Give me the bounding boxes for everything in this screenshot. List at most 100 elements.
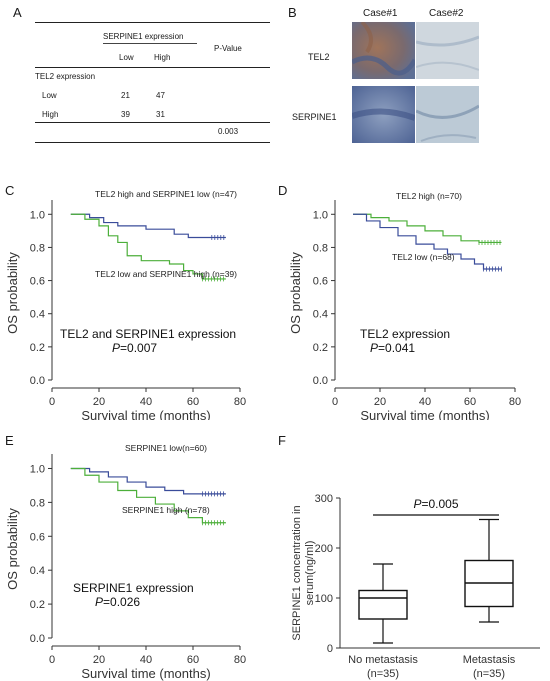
y-tick-label: 0.8 [313, 242, 328, 254]
table-rule-top [35, 22, 270, 23]
table-col-pvalue: P-Value [214, 44, 242, 53]
chart-c: 0.0 0.2 0.4 0.6 0.8 1.0 0 20 40 60 80 Survival time… [5, 189, 246, 420]
x-tick-label: 0 [49, 654, 55, 666]
x-tick-label: 40 [419, 396, 431, 408]
y-axis-title: OS probability [288, 252, 303, 334]
survival-curve-0 [70, 467, 226, 495]
x-tick-label: 0 [49, 396, 55, 408]
group-n: (n=35) [367, 668, 399, 680]
table-row-label: High [42, 110, 59, 119]
y-tick-label: 0.0 [30, 375, 45, 387]
ihc-panel: Case#1 Case#2 TEL2 SERPINE1 [288, 0, 550, 160]
x-tick-label: 60 [187, 654, 199, 666]
p-symbol: P [112, 341, 120, 355]
panel-label-a: A [13, 5, 22, 20]
y-tick-label: 0.0 [30, 633, 45, 645]
x-tick-label: 80 [234, 654, 246, 666]
y-tick-label: 0.2 [30, 599, 45, 611]
y-tick-label: 1.0 [30, 463, 45, 475]
table-rule-header [35, 67, 270, 68]
case2-label: Case#2 [429, 8, 464, 19]
y-tick-label: 0.6 [313, 276, 328, 288]
x-tick-label: 40 [140, 654, 152, 666]
y-tick-label: 0.4 [313, 309, 328, 321]
series-label: TEL2 low and SERPINE1 high (n=39) [95, 269, 237, 279]
series-label: TEL2 high and SERPINE1 low (n=47) [95, 189, 237, 199]
x-tick-label: 20 [374, 396, 386, 408]
ihc-row-tel2: TEL2 [308, 52, 330, 62]
y-axis-title: OS probability [5, 508, 20, 590]
p-symbol: P [370, 341, 378, 355]
x-axis-title: Survival time (months) [360, 408, 489, 420]
chart-d: 0.0 0.2 0.4 0.6 0.8 1.0 0 20 40 60 80 Survival time… [288, 191, 521, 420]
contingency-table: SERPINE1 expression Low High P-Value TEL… [0, 0, 280, 160]
y-tick-label: 0.6 [30, 531, 45, 543]
group-label: Metastasis [463, 654, 516, 666]
panel-label-f: F [278, 433, 286, 448]
case1-label: Case#1 [363, 8, 398, 19]
x-axis-title: Survival time (months) [81, 408, 210, 420]
chart-e: 0.0 0.2 0.4 0.6 0.8 1.0 0 20 40 60 80 Survival time… [5, 443, 246, 681]
x-tick-label: 0 [332, 396, 338, 408]
y-axis-title-line1: SERPINE1 concentration in [291, 505, 303, 640]
table-col-low: Low [119, 53, 134, 62]
survival-curve-0 [353, 213, 502, 244]
y-tick-label: 0.8 [30, 497, 45, 509]
ihc-image-case1-serpine1 [352, 86, 415, 143]
panel-label-d: D [278, 183, 288, 198]
table-cell: 21 [121, 91, 130, 100]
p-value: =0.041 [378, 341, 415, 355]
y-axis-title-line2: serum(ng/ml) [304, 541, 316, 606]
y-axis-title: OS probability [5, 252, 20, 334]
x-tick-label: 60 [187, 396, 199, 408]
y-tick-label: 1.0 [313, 209, 328, 221]
table-rule-bottom [35, 142, 270, 143]
survival-curve-1 [70, 213, 226, 280]
chart-annotation: TEL2 and SERPINE1 expression [60, 327, 236, 341]
y-tick-label: 200 [315, 543, 333, 555]
p-value-text: P=0.026 [95, 595, 140, 609]
ihc-image-case2-tel2 [416, 22, 479, 79]
group-n: (n=35) [473, 668, 505, 680]
significance-text: P=0.005 [413, 497, 458, 511]
group-label: No metastasis [348, 654, 418, 666]
chart-annotation: SERPINE1 expression [73, 581, 194, 595]
p-value-text: P=0.007 [112, 341, 157, 355]
p-value: =0.026 [103, 595, 140, 609]
x-tick-label: 20 [93, 396, 105, 408]
x-tick-label: 40 [140, 396, 152, 408]
table-rule-body [35, 122, 270, 123]
table-pvalue: 0.003 [218, 127, 239, 136]
y-tick-label: 0.4 [30, 309, 45, 321]
y-tick-label: 0.4 [30, 565, 45, 577]
p-value: =0.007 [120, 341, 157, 355]
x-tick-label: 80 [509, 396, 521, 408]
ihc-image-case2-serpine1 [416, 86, 479, 143]
chart-annotation: TEL2 expression [360, 327, 450, 341]
table-cell: 39 [121, 110, 130, 119]
series-label: TEL2 low (n=68) [392, 252, 455, 262]
y-tick-label: 300 [315, 493, 333, 505]
table-row-label: Low [42, 91, 57, 100]
series-label: SERPINE1 high (n=78) [122, 505, 210, 515]
y-tick-label: 1.0 [30, 209, 45, 221]
panel-label-e: E [5, 433, 14, 448]
chart-f: 0 100 200 300 SERPINE1 concentration in serum… [291, 493, 540, 680]
table-row-group: TEL2 expression [35, 72, 96, 81]
y-tick-label: 0.6 [30, 276, 45, 288]
p-symbol: P [95, 595, 103, 609]
x-axis-title: Survival time (months) [81, 666, 210, 681]
y-tick-label: 0.2 [30, 342, 45, 354]
table-cell: 31 [156, 110, 165, 119]
y-tick-label: 0.2 [313, 342, 328, 354]
panel-label-c: C [5, 183, 15, 198]
p-value-text: P=0.041 [370, 341, 415, 355]
x-tick-label: 80 [234, 396, 246, 408]
y-tick-label: 0.0 [313, 375, 328, 387]
table-group-underline [103, 43, 197, 44]
survival-curve-1 [70, 467, 226, 524]
series-label: SERPINE1 low(n=60) [125, 443, 207, 453]
p-value: =0.005 [421, 497, 458, 511]
y-tick-label: 100 [315, 593, 333, 605]
table-col-high: High [154, 53, 171, 62]
